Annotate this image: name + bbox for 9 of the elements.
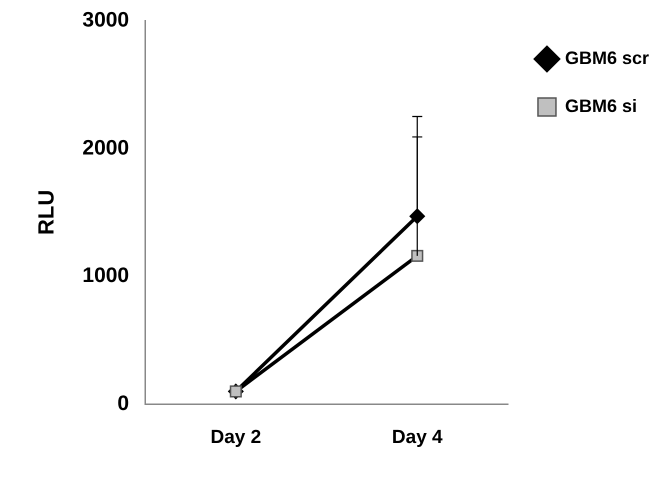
x-tick-label: Day 2 [210,426,262,448]
legend-label: GBM6 scr [564,48,650,68]
y-tick-label: 0 [117,392,130,415]
y-tick-label: 3000 [82,8,130,32]
legend-label: GBM6 si [564,96,637,116]
y-tick-label: 1000 [82,264,130,288]
y-tick-label: 2000 [82,136,130,160]
x-tick-label: Day 4 [392,426,444,448]
y-axis-title: RLU [33,190,58,236]
